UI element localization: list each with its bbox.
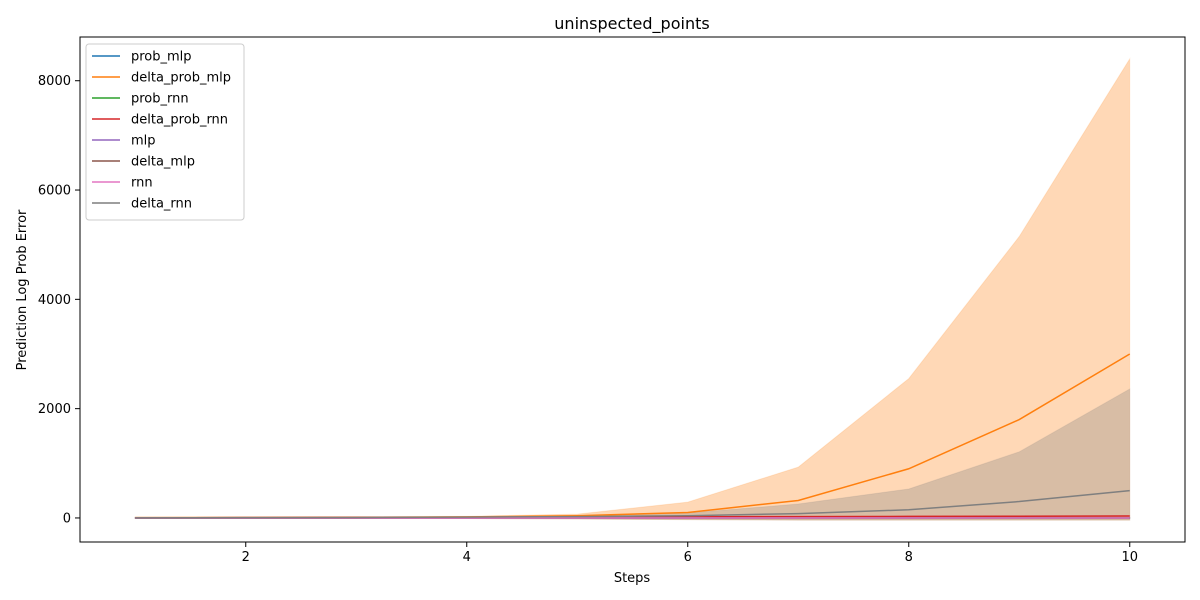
plot-frame: [79, 36, 1186, 543]
y-tick-label: 8000: [38, 74, 71, 89]
x-axis-label: Steps: [614, 571, 651, 586]
y-tick-label: 6000: [38, 184, 71, 199]
y-axis-label: Prediction Log Prob Error: [15, 209, 30, 370]
x-tick-label: 6: [684, 550, 692, 565]
y-tick-label: 4000: [38, 293, 71, 308]
legend-label: delta_prob_rnn: [131, 113, 228, 128]
legend-label: prob_rnn: [131, 92, 189, 107]
x-tick-label: 2: [242, 550, 250, 565]
legend-label: rnn: [131, 176, 153, 191]
x-tick-label: 8: [905, 550, 913, 565]
legend-label: prob_mlp: [131, 50, 192, 65]
x-axis: 2 4 6 8 10: [242, 542, 1138, 565]
legend-label: delta_mlp: [131, 155, 195, 170]
plot-area: [134, 57, 1131, 521]
x-tick-label: 10: [1121, 550, 1138, 565]
y-tick-label: 2000: [38, 402, 71, 417]
legend-label: delta_rnn: [131, 197, 192, 212]
legend: prob_mlp delta_prob_mlp prob_rnn delta_prob…: [85, 43, 245, 221]
legend-box: [85, 43, 245, 221]
line-delta_rnn: [135, 489, 1130, 519]
band-delta_prob_mlp: [134, 57, 1131, 521]
chart-title: uninspected_points: [554, 14, 709, 34]
legend-label: mlp: [131, 134, 156, 149]
legend-label: delta_prob_mlp: [131, 71, 231, 86]
y-tick-label: 0: [63, 511, 71, 526]
y-axis: 0 2000 4000 6000 8000: [38, 74, 80, 526]
x-tick-label: 4: [463, 550, 471, 565]
